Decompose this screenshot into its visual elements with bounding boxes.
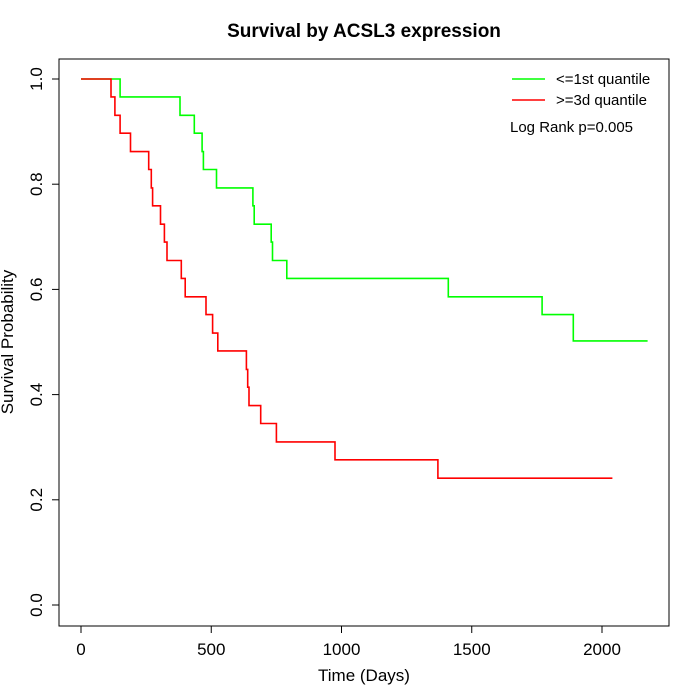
survival-curves: [81, 78, 648, 479]
legend-label-high-quantile: >=3d quantile: [556, 92, 647, 109]
y-axis: 0.0 0.2 0.4 0.6 0.8 1.0: [27, 67, 60, 617]
y-axis-label: Survival Probability: [0, 269, 17, 414]
y-tick-label: 0.2: [27, 488, 46, 512]
x-tick-label: 1500: [453, 640, 491, 659]
curve-high-quantile: [81, 78, 613, 479]
y-tick-label: 0.8: [27, 172, 46, 196]
y-tick-label: 0.4: [27, 383, 46, 407]
log-rank-annotation: Log Rank p=0.005: [510, 119, 633, 136]
legend-label-low-quantile: <=1st quantile: [556, 71, 650, 88]
chart-title: Survival by ACSL3 expression: [227, 21, 501, 42]
curve-low-quantile: [81, 78, 648, 342]
x-axis: 0 500 1000 1500 2000: [76, 625, 621, 659]
y-tick-label: 0.6: [27, 278, 46, 302]
y-tick-label: 0.0: [27, 593, 46, 617]
x-tick-label: 2000: [583, 640, 621, 659]
x-tick-label: 1000: [323, 640, 361, 659]
x-tick-label: 500: [197, 640, 225, 659]
legend: <=1st quantile >=3d quantile: [512, 71, 650, 109]
y-tick-label: 1.0: [27, 67, 46, 91]
x-tick-label: 0: [76, 640, 85, 659]
x-axis-label: Time (Days): [318, 666, 410, 685]
